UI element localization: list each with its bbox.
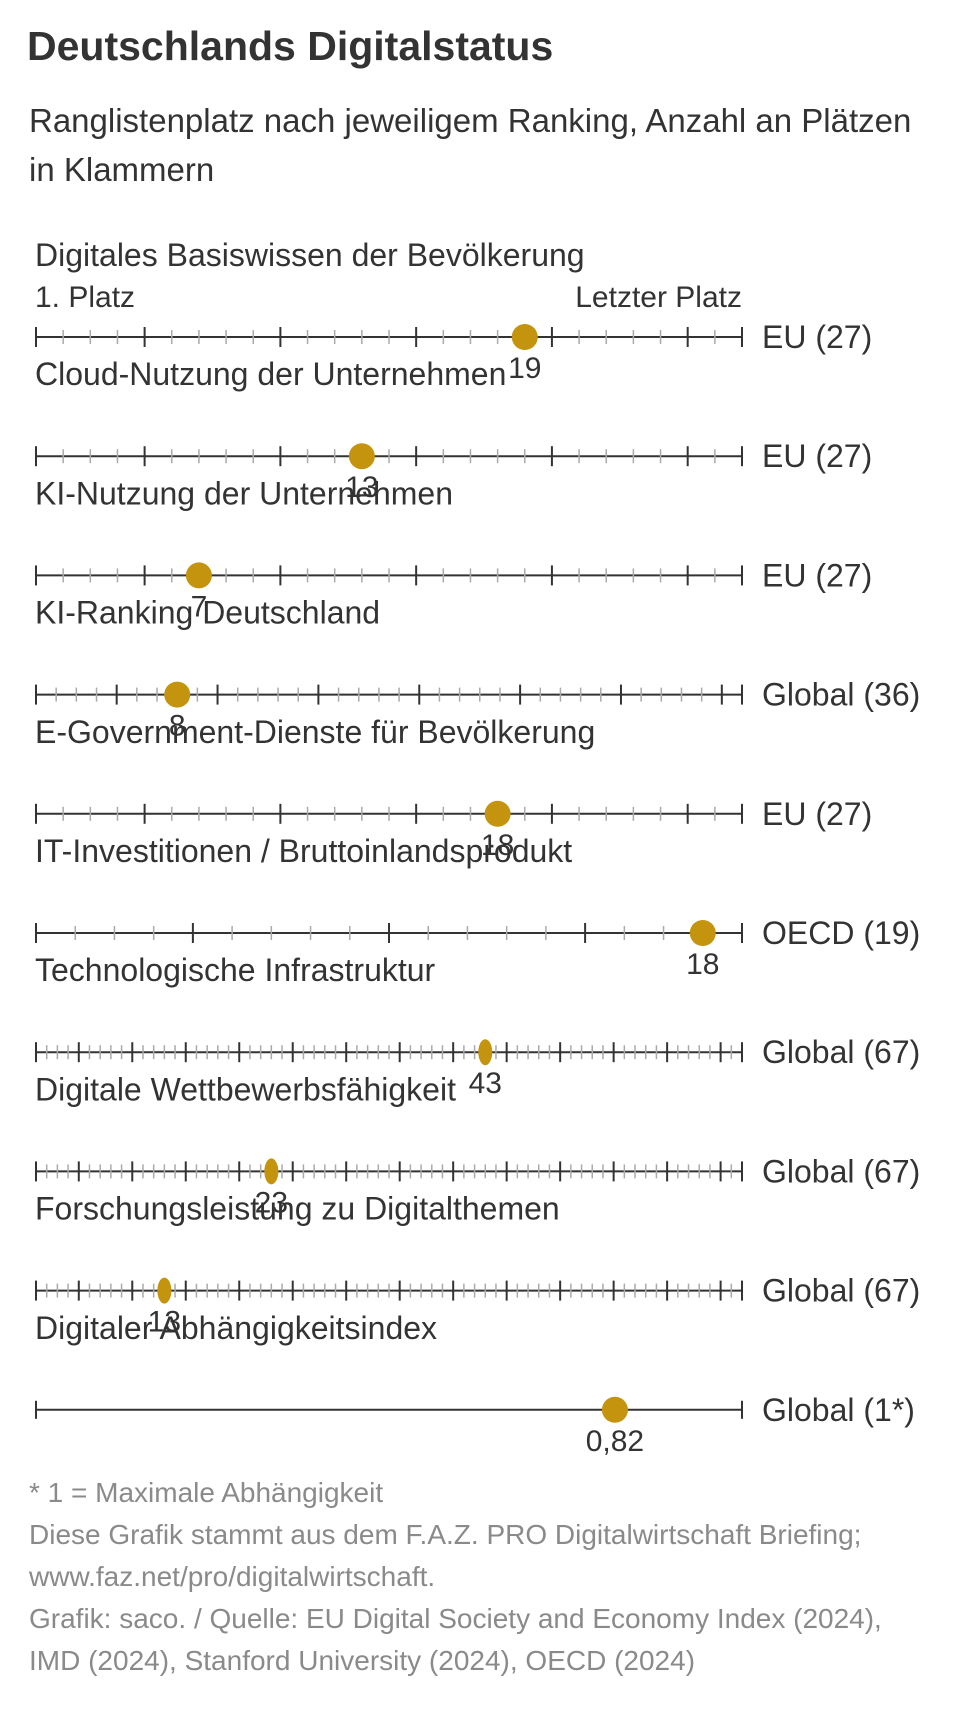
row-2-name: Cloud-Nutzung der Unternehmen <box>35 356 506 392</box>
chart-subtitle: Ranglistenplatz nach jeweiligem Ranking,… <box>29 102 912 188</box>
row-3-marker <box>185 562 212 589</box>
row-3-scope: EU (27) <box>762 557 872 593</box>
row-6-name: IT-Investitionen / Bruttoinlandsprodukt <box>35 833 572 869</box>
row-2-scope: EU (27) <box>762 438 872 474</box>
row-4-name: KI-Ranking Deutschland <box>35 595 380 631</box>
row-8-marker <box>264 1158 279 1185</box>
row-3-name: KI-Nutzung der Unternehmen <box>35 475 453 511</box>
row-8-scope: Global (67) <box>762 1153 920 1189</box>
row-7-value-label: 43 <box>469 1067 502 1100</box>
row-9-name: Forschungsleistung zu Digitalthemen <box>35 1191 560 1227</box>
row-10-name: Digitaler Abhängigkeitsindex <box>35 1310 437 1346</box>
row-4-scope: Global (36) <box>762 677 920 713</box>
row-4-value-label: 8 <box>169 710 186 743</box>
row-7-name: Technologische Infrastruktur <box>35 952 436 988</box>
row-3-value-label: 7 <box>191 590 208 623</box>
row-7-marker <box>478 1039 493 1066</box>
rankings-chart: Digitales Basiswissen der Bevölkerung 1. … <box>35 237 920 1458</box>
row-2-value-label: 13 <box>345 471 378 504</box>
row-6-scope: OECD (19) <box>762 915 920 951</box>
row-9-scope: Global (67) <box>762 1273 920 1309</box>
row-10-marker <box>601 1396 628 1423</box>
footnotes: * 1 = Maximale Abhängigkeit Diese Grafik… <box>29 1472 939 1682</box>
row-1-scope: EU (27) <box>762 319 872 355</box>
footnote-source-data: Grafik: saco. / Quelle: EU Digital Socie… <box>29 1603 882 1676</box>
row-9-value-label: 13 <box>148 1306 181 1339</box>
footnote-source-briefing: Diese Grafik stammt aus dem F.A.Z. PRO D… <box>29 1519 862 1592</box>
scale-label-first-place: 1. Platz <box>35 281 135 314</box>
row-10-value-label: 0,82 <box>586 1425 644 1458</box>
row-4-marker <box>164 681 191 708</box>
scale-label-last-place: Letzter Platz <box>575 281 742 314</box>
row-9-marker <box>157 1277 172 1304</box>
row-6-marker <box>689 920 716 946</box>
row-1-marker <box>511 324 538 350</box>
row-7-scope: Global (67) <box>762 1034 920 1070</box>
row-5-scope: EU (27) <box>762 796 872 832</box>
row-8-name: Digitale Wettbewerbsfähigkeit <box>35 1071 456 1107</box>
row-5-value-label: 18 <box>481 829 514 862</box>
row-1-name: Digitales Basiswissen der Bevölkerung <box>35 237 585 273</box>
row-6-value-label: 18 <box>686 948 719 981</box>
row-10-scope: Global (1*) <box>762 1392 915 1428</box>
row-2-marker <box>348 443 375 470</box>
row-5-marker <box>484 800 511 827</box>
row-5-name: E-Government-Dienste für Bevölkerung <box>35 714 595 750</box>
chart-title: Deutschlands Digitalstatus <box>27 23 554 69</box>
row-1-value-label: 19 <box>508 352 541 385</box>
row-8-value-label: 23 <box>255 1186 288 1219</box>
footnote-asterisk: * 1 = Maximale Abhängigkeit <box>29 1477 384 1508</box>
